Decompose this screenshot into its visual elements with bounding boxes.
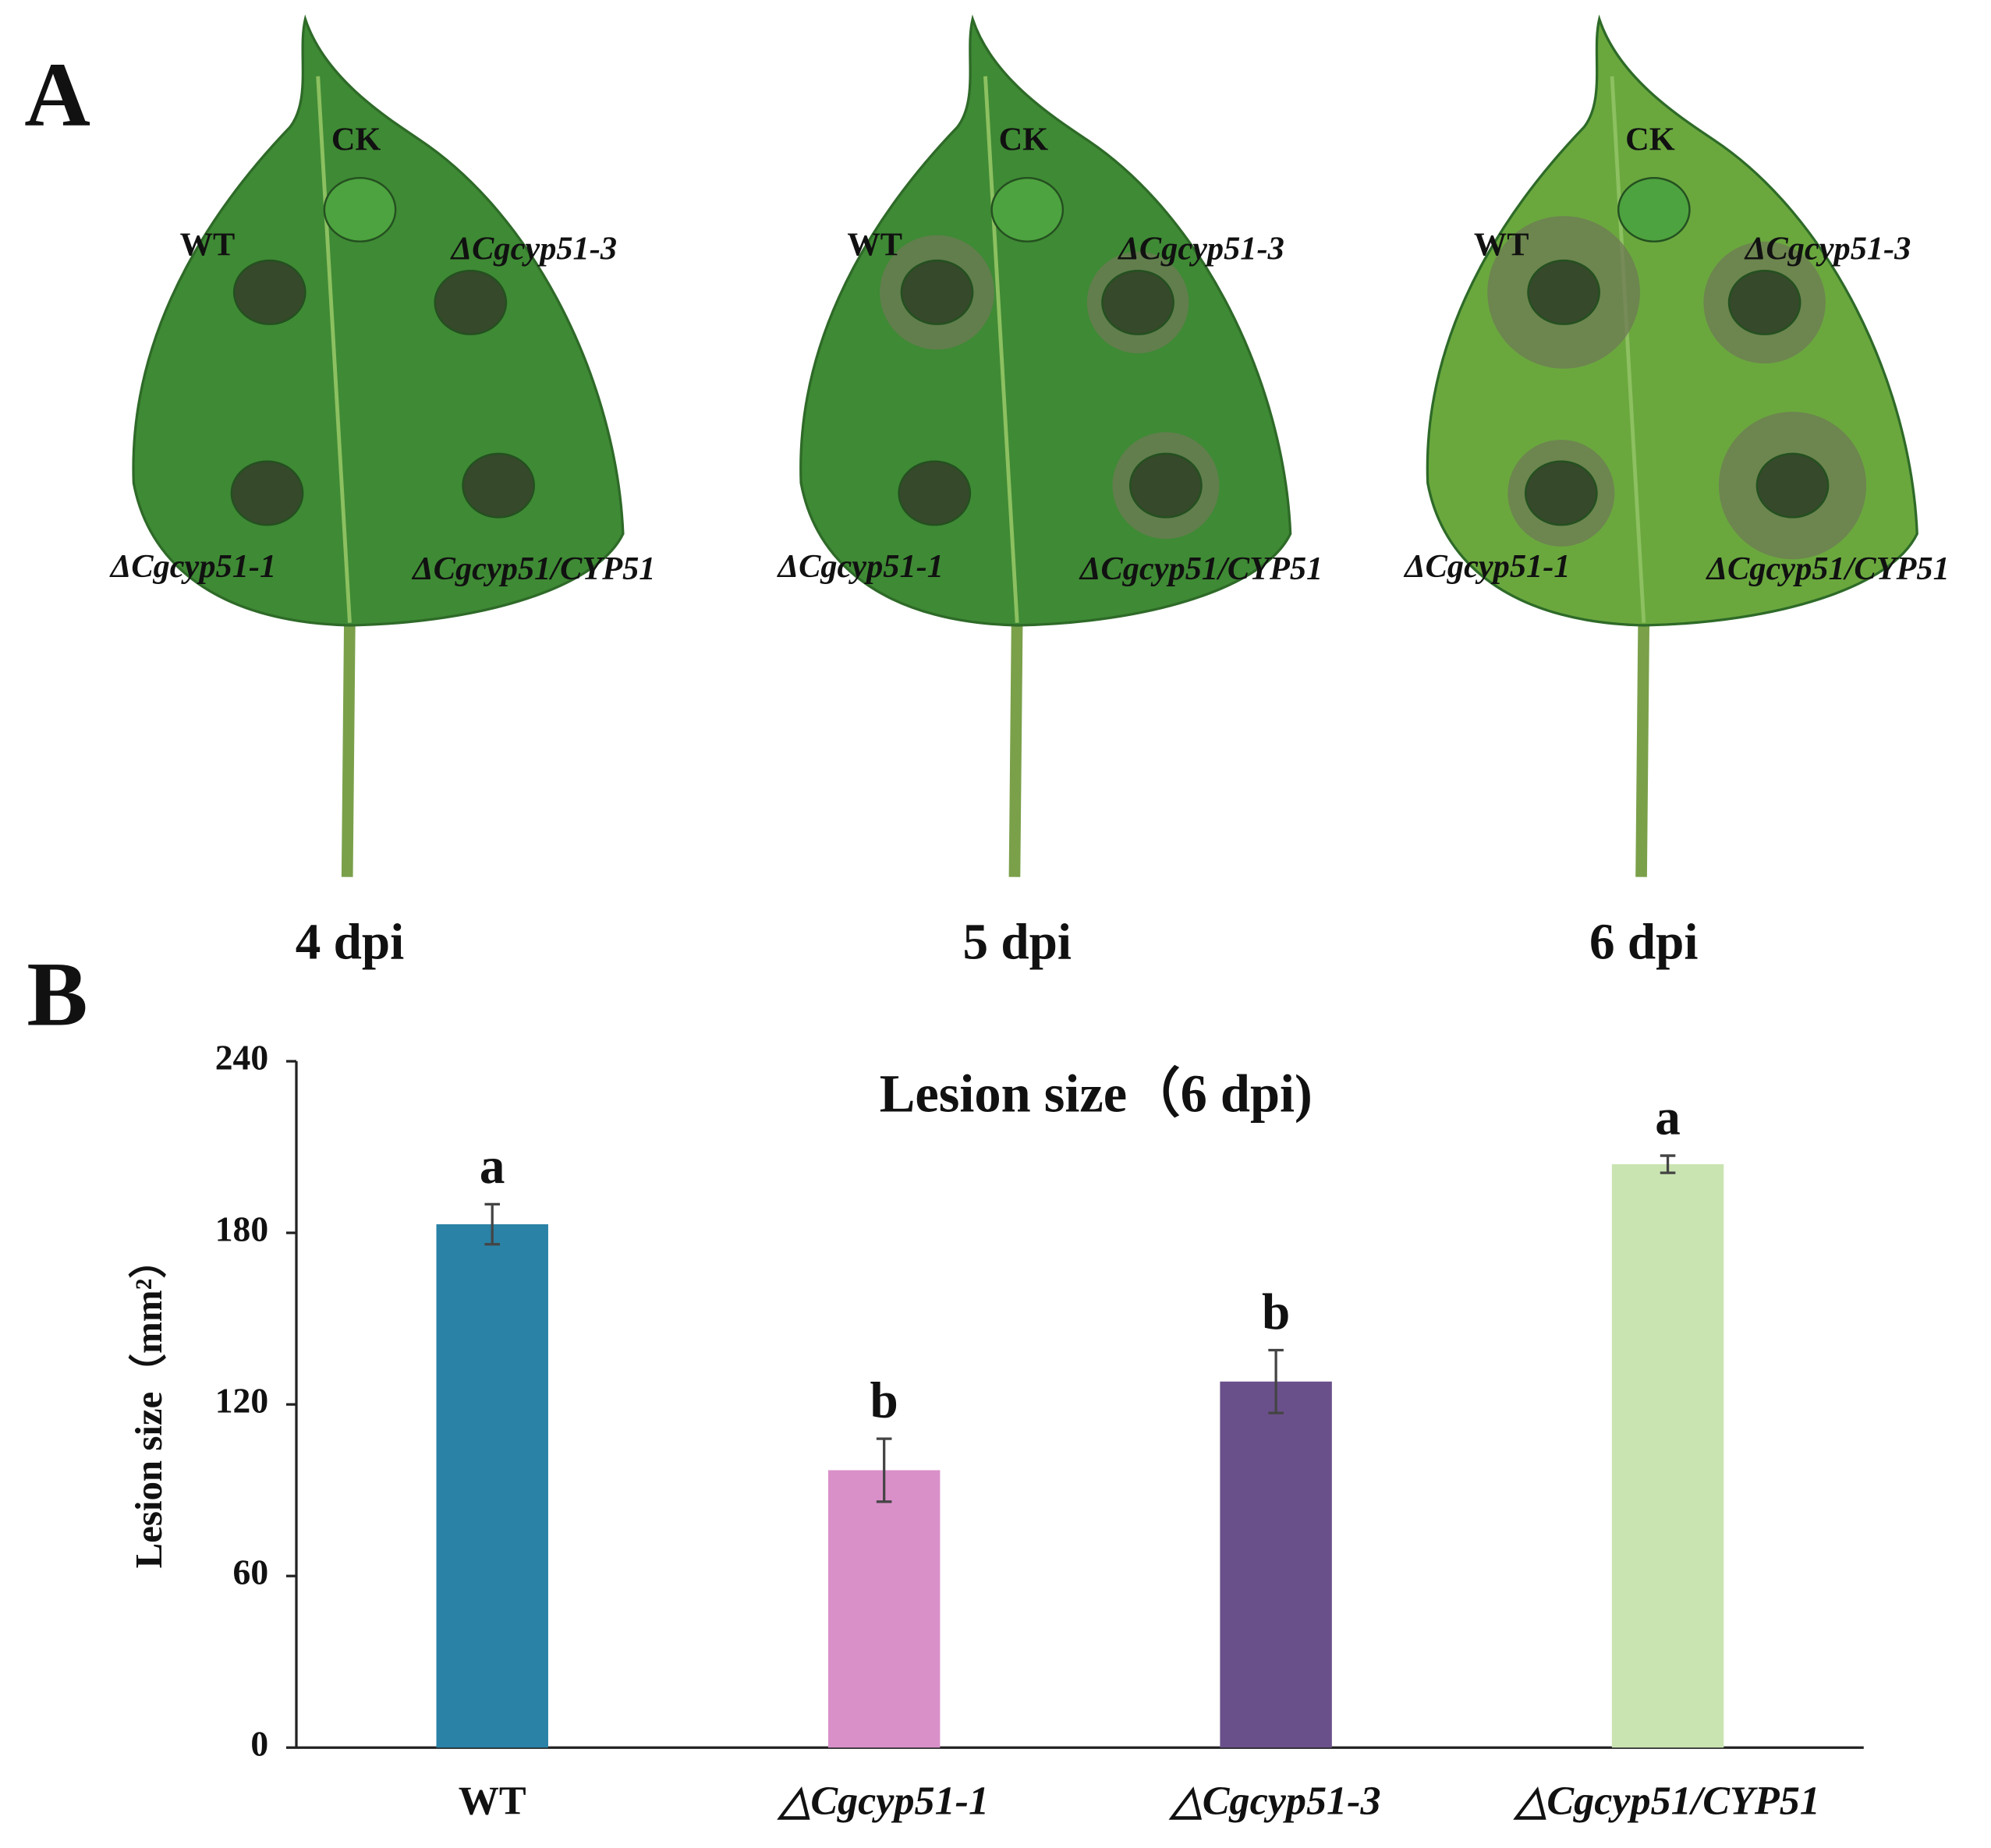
bar bbox=[1220, 1381, 1332, 1748]
droplet bbox=[434, 269, 508, 335]
x-tick-label: WT bbox=[459, 1779, 526, 1824]
droplet bbox=[898, 460, 972, 526]
petiole bbox=[1635, 616, 1650, 877]
x-tick-label: △Cgcyp51-1 bbox=[776, 1779, 989, 1824]
photo-caption: 4 dpi bbox=[296, 914, 405, 970]
leaf-label: ΔCgcyp51/CYP51 bbox=[1079, 551, 1323, 587]
significance-letter: b bbox=[1262, 1284, 1290, 1340]
leaf-label: ΔCgcyp51-1 bbox=[1403, 548, 1570, 585]
y-tick-label: 0 bbox=[250, 1724, 268, 1764]
leaf-photos: CK WT ΔCgcyp51-3 ΔCgcyp51-1 ΔCgcyp51/CYP51 4 … bbox=[109, 14, 1950, 970]
y-tick-label: 180 bbox=[215, 1209, 268, 1249]
significance-letter: a bbox=[480, 1138, 505, 1195]
leaf-label: CK bbox=[999, 121, 1049, 158]
leaf: CK WT ΔCgcyp51-3 ΔCgcyp51-1 ΔCgcyp51/CYP51 5 … bbox=[777, 14, 1323, 970]
leaf-label: ΔCgcyp51-3 bbox=[1744, 230, 1911, 267]
leaf-label: ΔCgcyp51-1 bbox=[109, 548, 276, 585]
panel-label: B bbox=[27, 944, 87, 1046]
petiole bbox=[341, 616, 356, 877]
y-tick-label: 60 bbox=[233, 1552, 269, 1592]
leaf: CK WT ΔCgcyp51-3 ΔCgcyp51-1 ΔCgcyp51/CYP51 6 … bbox=[1403, 14, 1950, 970]
leaf-label: WT bbox=[847, 227, 902, 264]
droplet bbox=[323, 176, 397, 243]
midrib bbox=[983, 76, 1019, 623]
error-bar bbox=[484, 1202, 501, 1246]
bar-chart: 0 60 120 180 240 Lesion size（6 dpi) Lesion siz… bbox=[127, 1038, 1864, 1824]
leaf-label: ΔCgcyp51/CYP51 bbox=[411, 551, 655, 587]
y-axis-label: Lesion size（mm²） bbox=[127, 1241, 170, 1569]
leaf-label: WT bbox=[1474, 227, 1529, 264]
chart-title: Lesion size（6 dpi) bbox=[880, 1064, 1313, 1124]
petiole bbox=[1008, 616, 1023, 877]
leaf-label: ΔCgcyp51-3 bbox=[1117, 230, 1284, 267]
panel-label: A bbox=[24, 44, 90, 146]
droplet bbox=[900, 259, 974, 325]
leaf-label: ΔCgcyp51-3 bbox=[450, 230, 617, 267]
leaf-blade bbox=[799, 14, 1292, 627]
droplet bbox=[1617, 176, 1691, 243]
y-tick-label: 240 bbox=[215, 1038, 268, 1078]
droplet bbox=[232, 259, 306, 325]
bar bbox=[436, 1224, 548, 1748]
leaf-blade bbox=[132, 14, 625, 627]
midrib bbox=[316, 76, 352, 623]
leaf-label: CK bbox=[331, 121, 381, 158]
bar bbox=[827, 1470, 941, 1748]
droplet bbox=[1755, 452, 1830, 519]
droplet bbox=[1129, 452, 1203, 519]
droplet bbox=[462, 452, 536, 519]
y-tick-label: 120 bbox=[215, 1381, 268, 1421]
leaf-label: ΔCgcyp51-1 bbox=[777, 548, 944, 585]
midrib bbox=[1610, 76, 1646, 623]
leaf-label: ΔCgcyp51/CYP51 bbox=[1706, 551, 1950, 587]
droplet bbox=[1524, 460, 1598, 526]
droplet bbox=[1527, 259, 1600, 325]
leaf-label: CK bbox=[1625, 121, 1675, 158]
droplet bbox=[1101, 269, 1174, 335]
photo-caption: 6 dpi bbox=[1589, 914, 1699, 970]
leaf: CK WT ΔCgcyp51-3 ΔCgcyp51-1 ΔCgcyp51/CYP51 4 … bbox=[109, 14, 655, 970]
x-tick-label: △Cgcyp51/CYP51 bbox=[1512, 1779, 1820, 1824]
significance-letter: a bbox=[1655, 1090, 1681, 1146]
x-tick-label: △Cgcyp51-3 bbox=[1168, 1779, 1381, 1824]
photo-caption: 5 dpi bbox=[962, 914, 1072, 970]
leaf-label: WT bbox=[180, 227, 236, 264]
error-bar bbox=[1660, 1154, 1676, 1174]
droplet bbox=[1727, 269, 1801, 335]
significance-letter: b bbox=[870, 1373, 898, 1429]
error-bar bbox=[876, 1437, 892, 1503]
error-bar bbox=[1268, 1348, 1284, 1414]
droplet bbox=[230, 460, 304, 526]
bar bbox=[1611, 1164, 1724, 1748]
droplet bbox=[990, 176, 1065, 243]
